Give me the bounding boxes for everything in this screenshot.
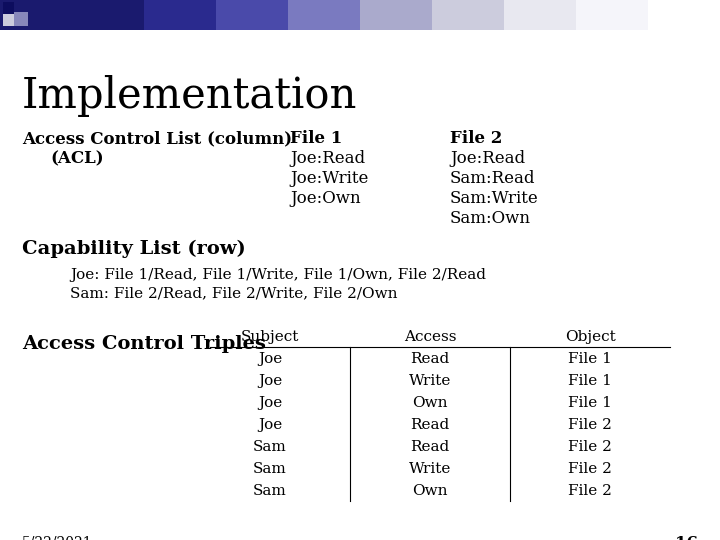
Text: Sam:Own: Sam:Own <box>450 210 531 227</box>
Text: Sam:Write: Sam:Write <box>450 190 539 207</box>
Text: Joe: Joe <box>258 418 282 432</box>
Text: Read: Read <box>410 352 449 366</box>
Text: 16: 16 <box>675 535 698 540</box>
Text: Sam: Sam <box>253 440 287 454</box>
Text: Access Control Triples: Access Control Triples <box>22 335 266 353</box>
Text: (ACL): (ACL) <box>50 150 104 167</box>
Text: 5/22/2021: 5/22/2021 <box>22 535 93 540</box>
Text: Joe:Read: Joe:Read <box>450 150 525 167</box>
Text: Subject: Subject <box>240 330 300 344</box>
Text: File 2: File 2 <box>568 440 612 454</box>
Text: Write: Write <box>409 462 451 476</box>
Bar <box>3 14 14 26</box>
Bar <box>0 0 72 30</box>
Text: Joe:Write: Joe:Write <box>290 170 369 187</box>
Bar <box>432 0 504 30</box>
Text: Own: Own <box>413 396 448 410</box>
Text: Implementation: Implementation <box>22 75 357 117</box>
Bar <box>3 2 14 14</box>
Text: Joe:Read: Joe:Read <box>290 150 365 167</box>
Text: Write: Write <box>409 374 451 388</box>
Text: Joe: File 1/Read, File 1/Write, File 1/Own, File 2/Read: Joe: File 1/Read, File 1/Write, File 1/O… <box>70 268 486 282</box>
Text: Sam: Sam <box>253 484 287 498</box>
Text: Read: Read <box>410 440 449 454</box>
Bar <box>360 0 432 30</box>
Bar <box>576 0 648 30</box>
Text: Sam:Read: Sam:Read <box>450 170 536 187</box>
Bar <box>288 0 360 30</box>
Text: Sam: File 2/Read, File 2/Write, File 2/Own: Sam: File 2/Read, File 2/Write, File 2/O… <box>70 286 397 300</box>
Bar <box>14 12 28 26</box>
Bar <box>648 0 720 30</box>
Text: Sam: Sam <box>253 462 287 476</box>
Bar <box>144 0 216 30</box>
Text: File 1: File 1 <box>568 374 612 388</box>
Text: File 1: File 1 <box>568 352 612 366</box>
Text: File 1: File 1 <box>568 396 612 410</box>
Text: Own: Own <box>413 484 448 498</box>
Text: Access Control List (column): Access Control List (column) <box>22 130 292 147</box>
Text: File 2: File 2 <box>568 418 612 432</box>
Bar <box>504 0 576 30</box>
Text: File 1: File 1 <box>290 130 342 147</box>
Text: Joe: Joe <box>258 352 282 366</box>
Text: Read: Read <box>410 418 449 432</box>
Text: Joe: Joe <box>258 374 282 388</box>
Text: Joe: Joe <box>258 396 282 410</box>
Text: File 2: File 2 <box>568 462 612 476</box>
Bar <box>72 0 144 30</box>
Text: File 2: File 2 <box>450 130 503 147</box>
Text: Joe:Own: Joe:Own <box>290 190 361 207</box>
Text: File 2: File 2 <box>568 484 612 498</box>
Bar <box>216 0 288 30</box>
Text: Access: Access <box>404 330 456 344</box>
Text: Capability List (row): Capability List (row) <box>22 240 246 258</box>
Text: Object: Object <box>564 330 616 344</box>
